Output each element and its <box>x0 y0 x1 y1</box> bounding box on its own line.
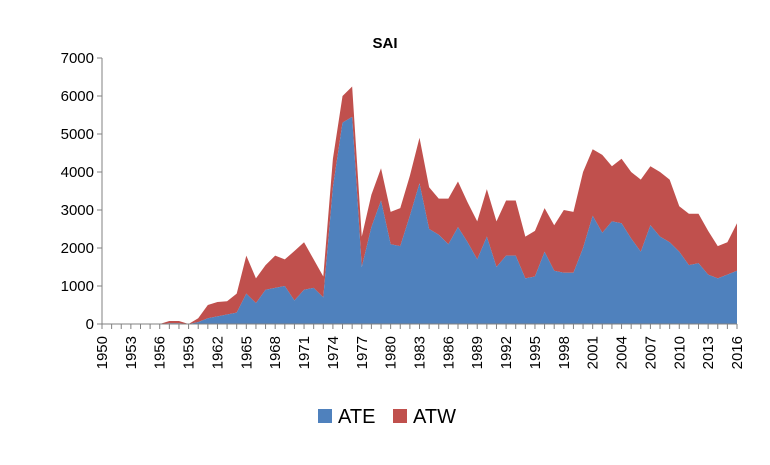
x-tick-label: 2010 <box>671 336 688 369</box>
legend-label-ate: ATE <box>338 406 375 428</box>
y-tick-label: 5000 <box>61 126 94 143</box>
x-tick-label: 1962 <box>209 336 226 369</box>
x-tick-label: 1956 <box>152 336 169 369</box>
x-tick-label: 2001 <box>585 336 602 369</box>
x-tick-label: 1983 <box>412 336 429 369</box>
x-tick-label: 1971 <box>296 336 313 369</box>
y-tick-label: 0 <box>86 316 94 333</box>
x-tick-label: 1989 <box>469 336 486 369</box>
y-tick-label: 7000 <box>61 50 94 67</box>
y-tick-label: 4000 <box>61 164 94 181</box>
x-tick-label: 2016 <box>729 336 746 369</box>
area-series-atw <box>102 86 737 324</box>
x-tick-label: 1965 <box>238 336 255 369</box>
x-axis-ticks: 1950 1953 1956 1959 1962 1965 1968 1971 1974 1977… <box>94 324 746 369</box>
x-tick-label: 1980 <box>383 336 400 369</box>
y-tick-label: 2000 <box>61 240 94 257</box>
y-tick-label: 6000 <box>61 88 94 105</box>
x-tick-label: 1950 <box>94 336 111 369</box>
y-tick-label: 3000 <box>61 202 94 219</box>
x-tick-label: 1992 <box>498 336 515 369</box>
x-tick-label: 1998 <box>556 336 573 369</box>
x-tick-label: 1986 <box>440 336 457 369</box>
chart-title: SAI <box>372 35 397 52</box>
x-tick-label: 1959 <box>181 336 198 369</box>
y-axis-ticks: 0 1000 2000 3000 4000 5000 6000 7000 <box>61 50 102 333</box>
x-tick-label: 1953 <box>123 336 140 369</box>
area-series-ate <box>102 116 737 325</box>
x-tick-label: 2004 <box>614 336 631 369</box>
legend: ATE ATW <box>318 406 456 428</box>
legend-label-atw: ATW <box>413 406 456 428</box>
x-tick-label: 2013 <box>700 336 717 369</box>
x-tick-label: 2007 <box>642 336 659 369</box>
y-tick-label: 1000 <box>61 278 94 295</box>
x-tick-label: 1995 <box>527 336 544 369</box>
legend-swatch-atw <box>393 409 407 423</box>
legend-swatch-ate <box>318 409 332 423</box>
x-tick-label: 1977 <box>354 336 371 369</box>
x-tick-label: 1974 <box>325 336 342 369</box>
plot-area <box>102 86 737 325</box>
x-tick-label: 1968 <box>267 336 284 369</box>
